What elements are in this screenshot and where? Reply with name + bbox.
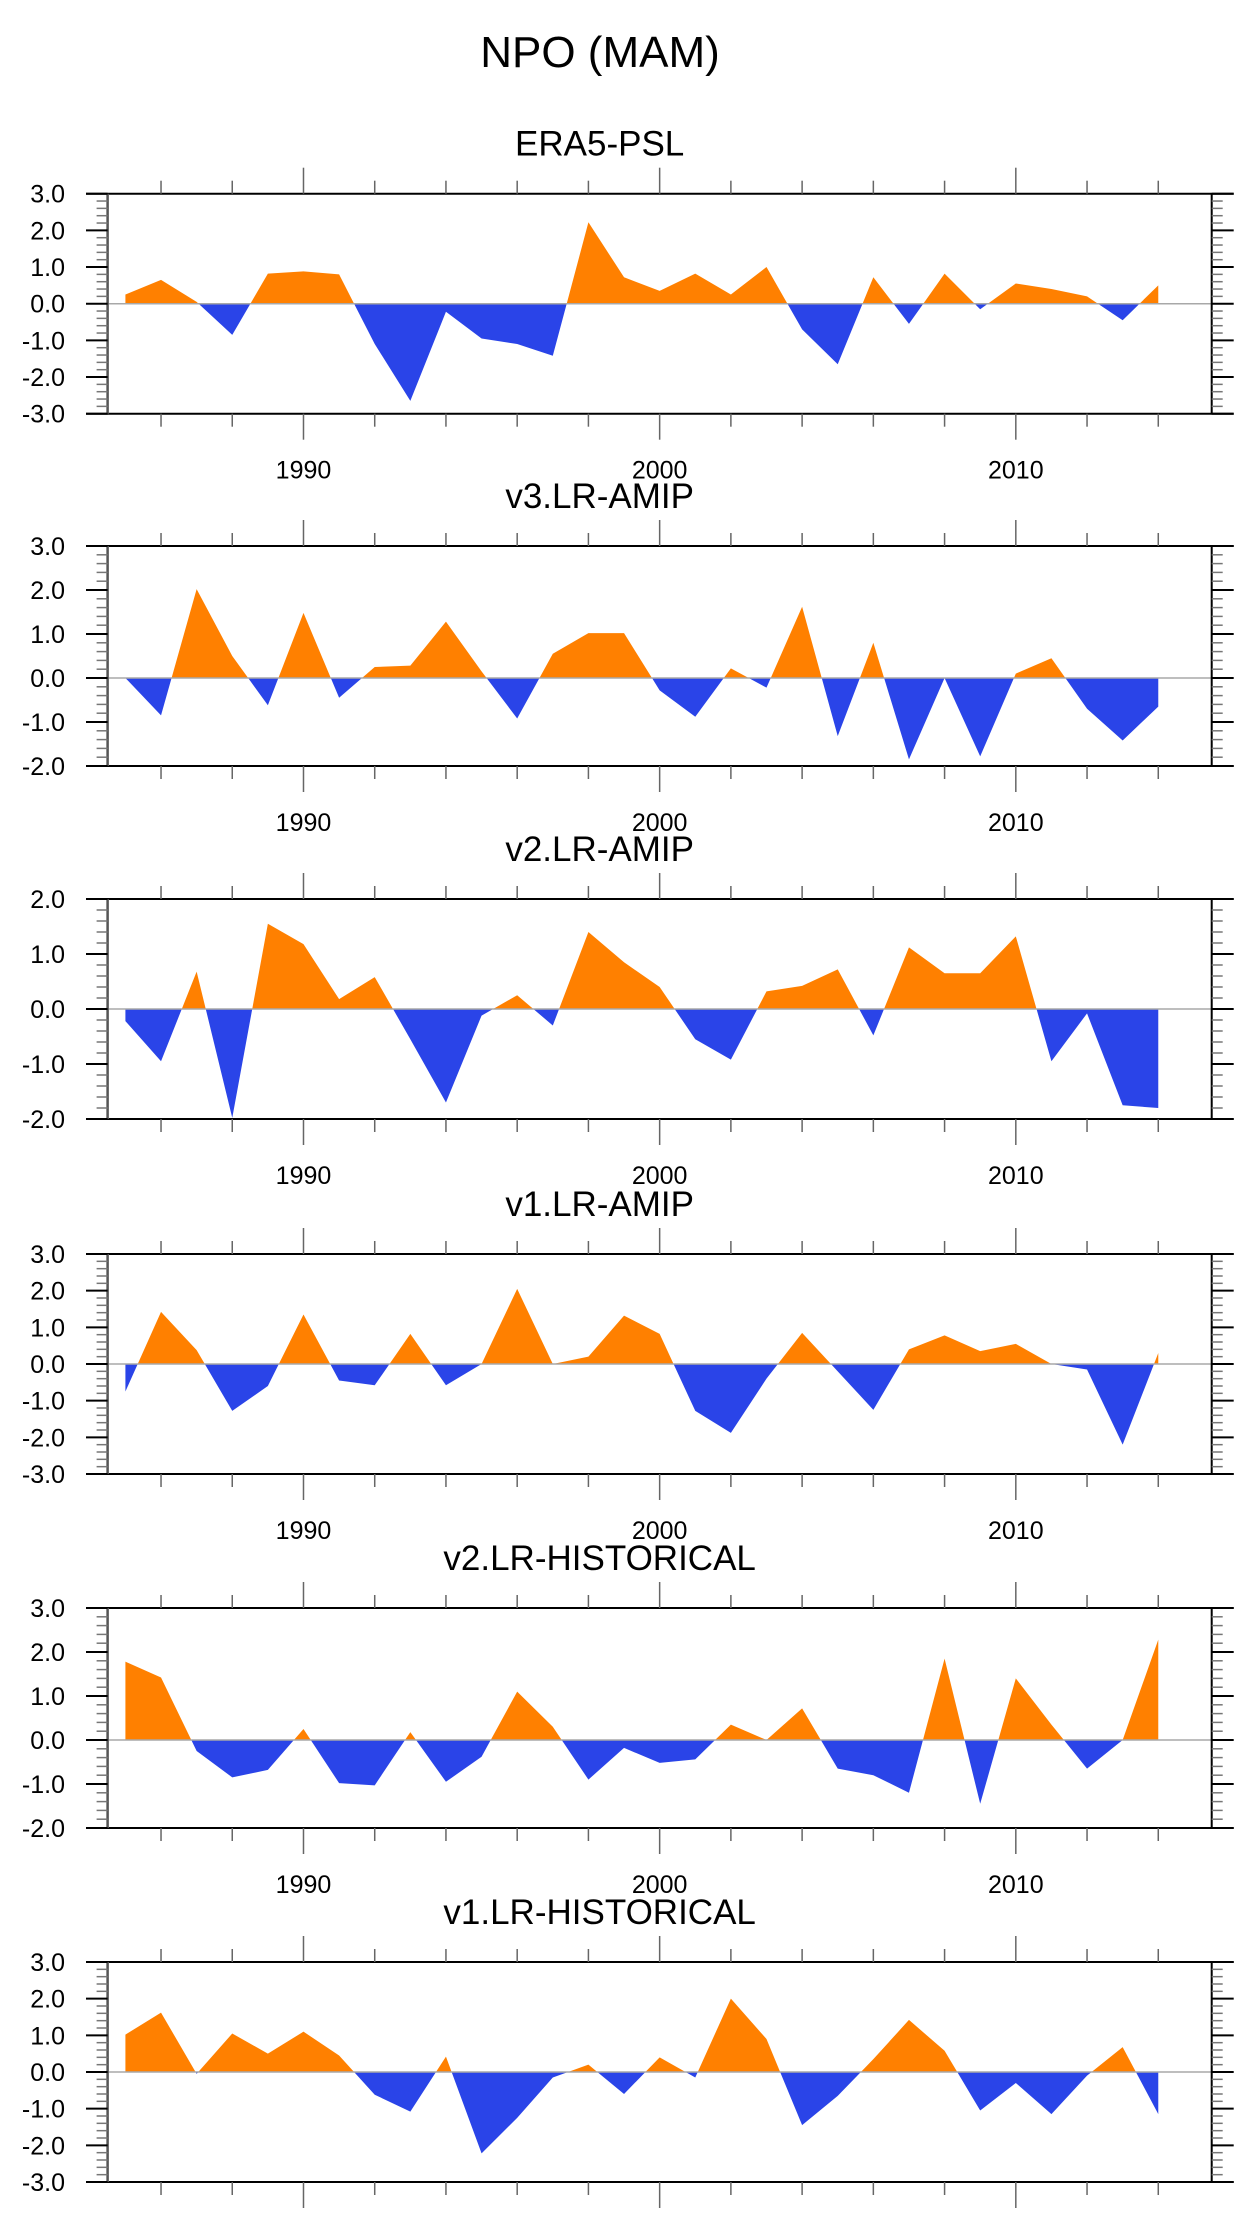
positive-area [125, 1288, 1159, 1364]
y-tick-label: -3.0 [22, 2169, 65, 2197]
panel-v1-lr-amip: v1.LR-AMIP 3.0 2.0 1.0 0.0 -1.0 -2.0 -3.0 1990 20… [22, 1185, 1234, 1545]
y-tick-label: 1.0 [30, 941, 65, 969]
y-tick-label: -1.0 [22, 327, 65, 355]
y-tick-label: -1.0 [22, 1051, 65, 1079]
y-tick-label: 2.0 [30, 1639, 65, 1667]
y-tick-label: 3.0 [30, 1595, 65, 1623]
panel-v2-lr-historical: v2.LR-HISTORICAL 3.0 2.0 1.0 0.0 -1.0 -2.0 1990… [22, 1539, 1234, 1899]
x-tick-label: 1990 [276, 457, 332, 485]
y-tick-label: 2.0 [30, 1278, 65, 1306]
panel-title: v1.LR-HISTORICAL [443, 1893, 756, 1932]
y-tick-label: -3.0 [22, 401, 65, 429]
y-tick-label: 0.0 [30, 2059, 65, 2087]
y-tick-label: 2.0 [30, 1986, 65, 2014]
y-tick-label: -1.0 [22, 2096, 65, 2124]
panel-v3-lr-amip: v3.LR-AMIP 3.0 2.0 1.0 0.0 -1.0 -2.0 1990 2000 20… [22, 477, 1234, 837]
x-tick-label: 1990 [276, 1162, 332, 1190]
y-tick-label: 0.0 [30, 1727, 65, 1755]
x-tick-label: 2010 [988, 1871, 1044, 1899]
y-tick-label: 0.0 [30, 1351, 65, 1379]
y-tick-label: -3.0 [22, 1461, 65, 1489]
x-tick-label: 2010 [988, 2225, 1044, 2229]
y-tick-label: 1.0 [30, 621, 65, 649]
y-tick-label: -1.0 [22, 1388, 65, 1416]
y-tick-label: -1.0 [22, 1771, 65, 1799]
panel-era5-psl: ERA5-PSL 3.0 2.0 1.0 0.0 -1.0 -2.0 -3.0 1990 2000… [22, 125, 1234, 485]
panel-v2-lr-amip: v2.LR-AMIP 2.0 1.0 0.0 -1.0 -2.0 1990 2000 2010 [22, 830, 1234, 1190]
negative-area [125, 1009, 1159, 1118]
x-tick-label: 2010 [988, 809, 1044, 837]
panel-title: v1.LR-AMIP [505, 1185, 694, 1224]
y-tick-label: 3.0 [30, 1949, 65, 1977]
positive-area [125, 589, 1159, 678]
x-tick-label: 2000 [632, 1517, 688, 1545]
y-tick-label: 3.0 [30, 533, 65, 561]
y-tick-label: -2.0 [22, 364, 65, 392]
y-tick-label: 2.0 [30, 217, 65, 245]
y-tick-label: 3.0 [30, 1241, 65, 1269]
y-tick-label: -2.0 [22, 1815, 65, 1843]
x-tick-label: 1990 [276, 1871, 332, 1899]
figure-title: NPO (MAM) [480, 28, 720, 77]
x-tick-label: 2000 [632, 1162, 688, 1190]
y-tick-label: -2.0 [22, 753, 65, 781]
y-tick-label: 2.0 [30, 886, 65, 914]
y-tick-label: 1.0 [30, 254, 65, 282]
positive-area [125, 923, 1159, 1009]
positive-area [125, 1639, 1159, 1740]
y-tick-label: -2.0 [22, 2132, 65, 2160]
x-tick-label: 2000 [632, 809, 688, 837]
negative-area [125, 2072, 1159, 2154]
y-tick-label: 3.0 [30, 181, 65, 209]
x-tick-label: 1990 [276, 2225, 332, 2229]
x-tick-label: 1990 [276, 1517, 332, 1545]
x-tick-label: 1990 [276, 809, 332, 837]
y-tick-label: 0.0 [30, 291, 65, 319]
y-tick-label: 2.0 [30, 577, 65, 605]
negative-area [125, 678, 1159, 760]
positive-area [125, 1998, 1159, 2072]
positive-area [125, 222, 1159, 304]
y-tick-label: -1.0 [22, 709, 65, 737]
y-tick-label: 1.0 [30, 1314, 65, 1342]
x-tick-label: 2010 [988, 457, 1044, 485]
panel-title: ERA5-PSL [515, 125, 684, 164]
negative-area [125, 1364, 1159, 1445]
x-tick-label: 2010 [988, 1517, 1044, 1545]
y-tick-label: 1.0 [30, 1683, 65, 1711]
x-tick-label: 2000 [632, 2225, 688, 2229]
negative-area [125, 1740, 1159, 1804]
y-tick-label: 1.0 [30, 2022, 65, 2050]
panel-title: v2.LR-HISTORICAL [443, 1539, 756, 1578]
y-tick-label: -2.0 [22, 1424, 65, 1452]
y-tick-label: 0.0 [30, 996, 65, 1024]
panel-v1-lr-historical: v1.LR-HISTORICAL 3.0 2.0 1.0 0.0 -1.0 -2.0 -3.0… [22, 1893, 1234, 2229]
y-tick-label: 0.0 [30, 665, 65, 693]
panel-title: v3.LR-AMIP [505, 477, 694, 516]
y-tick-label: -2.0 [22, 1106, 65, 1134]
panels: ERA5-PSL 3.0 2.0 1.0 0.0 -1.0 -2.0 -3.0 1990 2000… [22, 125, 1234, 2229]
negative-area [125, 303, 1159, 401]
x-tick-label: 2010 [988, 1162, 1044, 1190]
panel-title: v2.LR-AMIP [505, 830, 694, 869]
x-tick-label: 2000 [632, 1871, 688, 1899]
x-tick-label: 2000 [632, 457, 688, 485]
